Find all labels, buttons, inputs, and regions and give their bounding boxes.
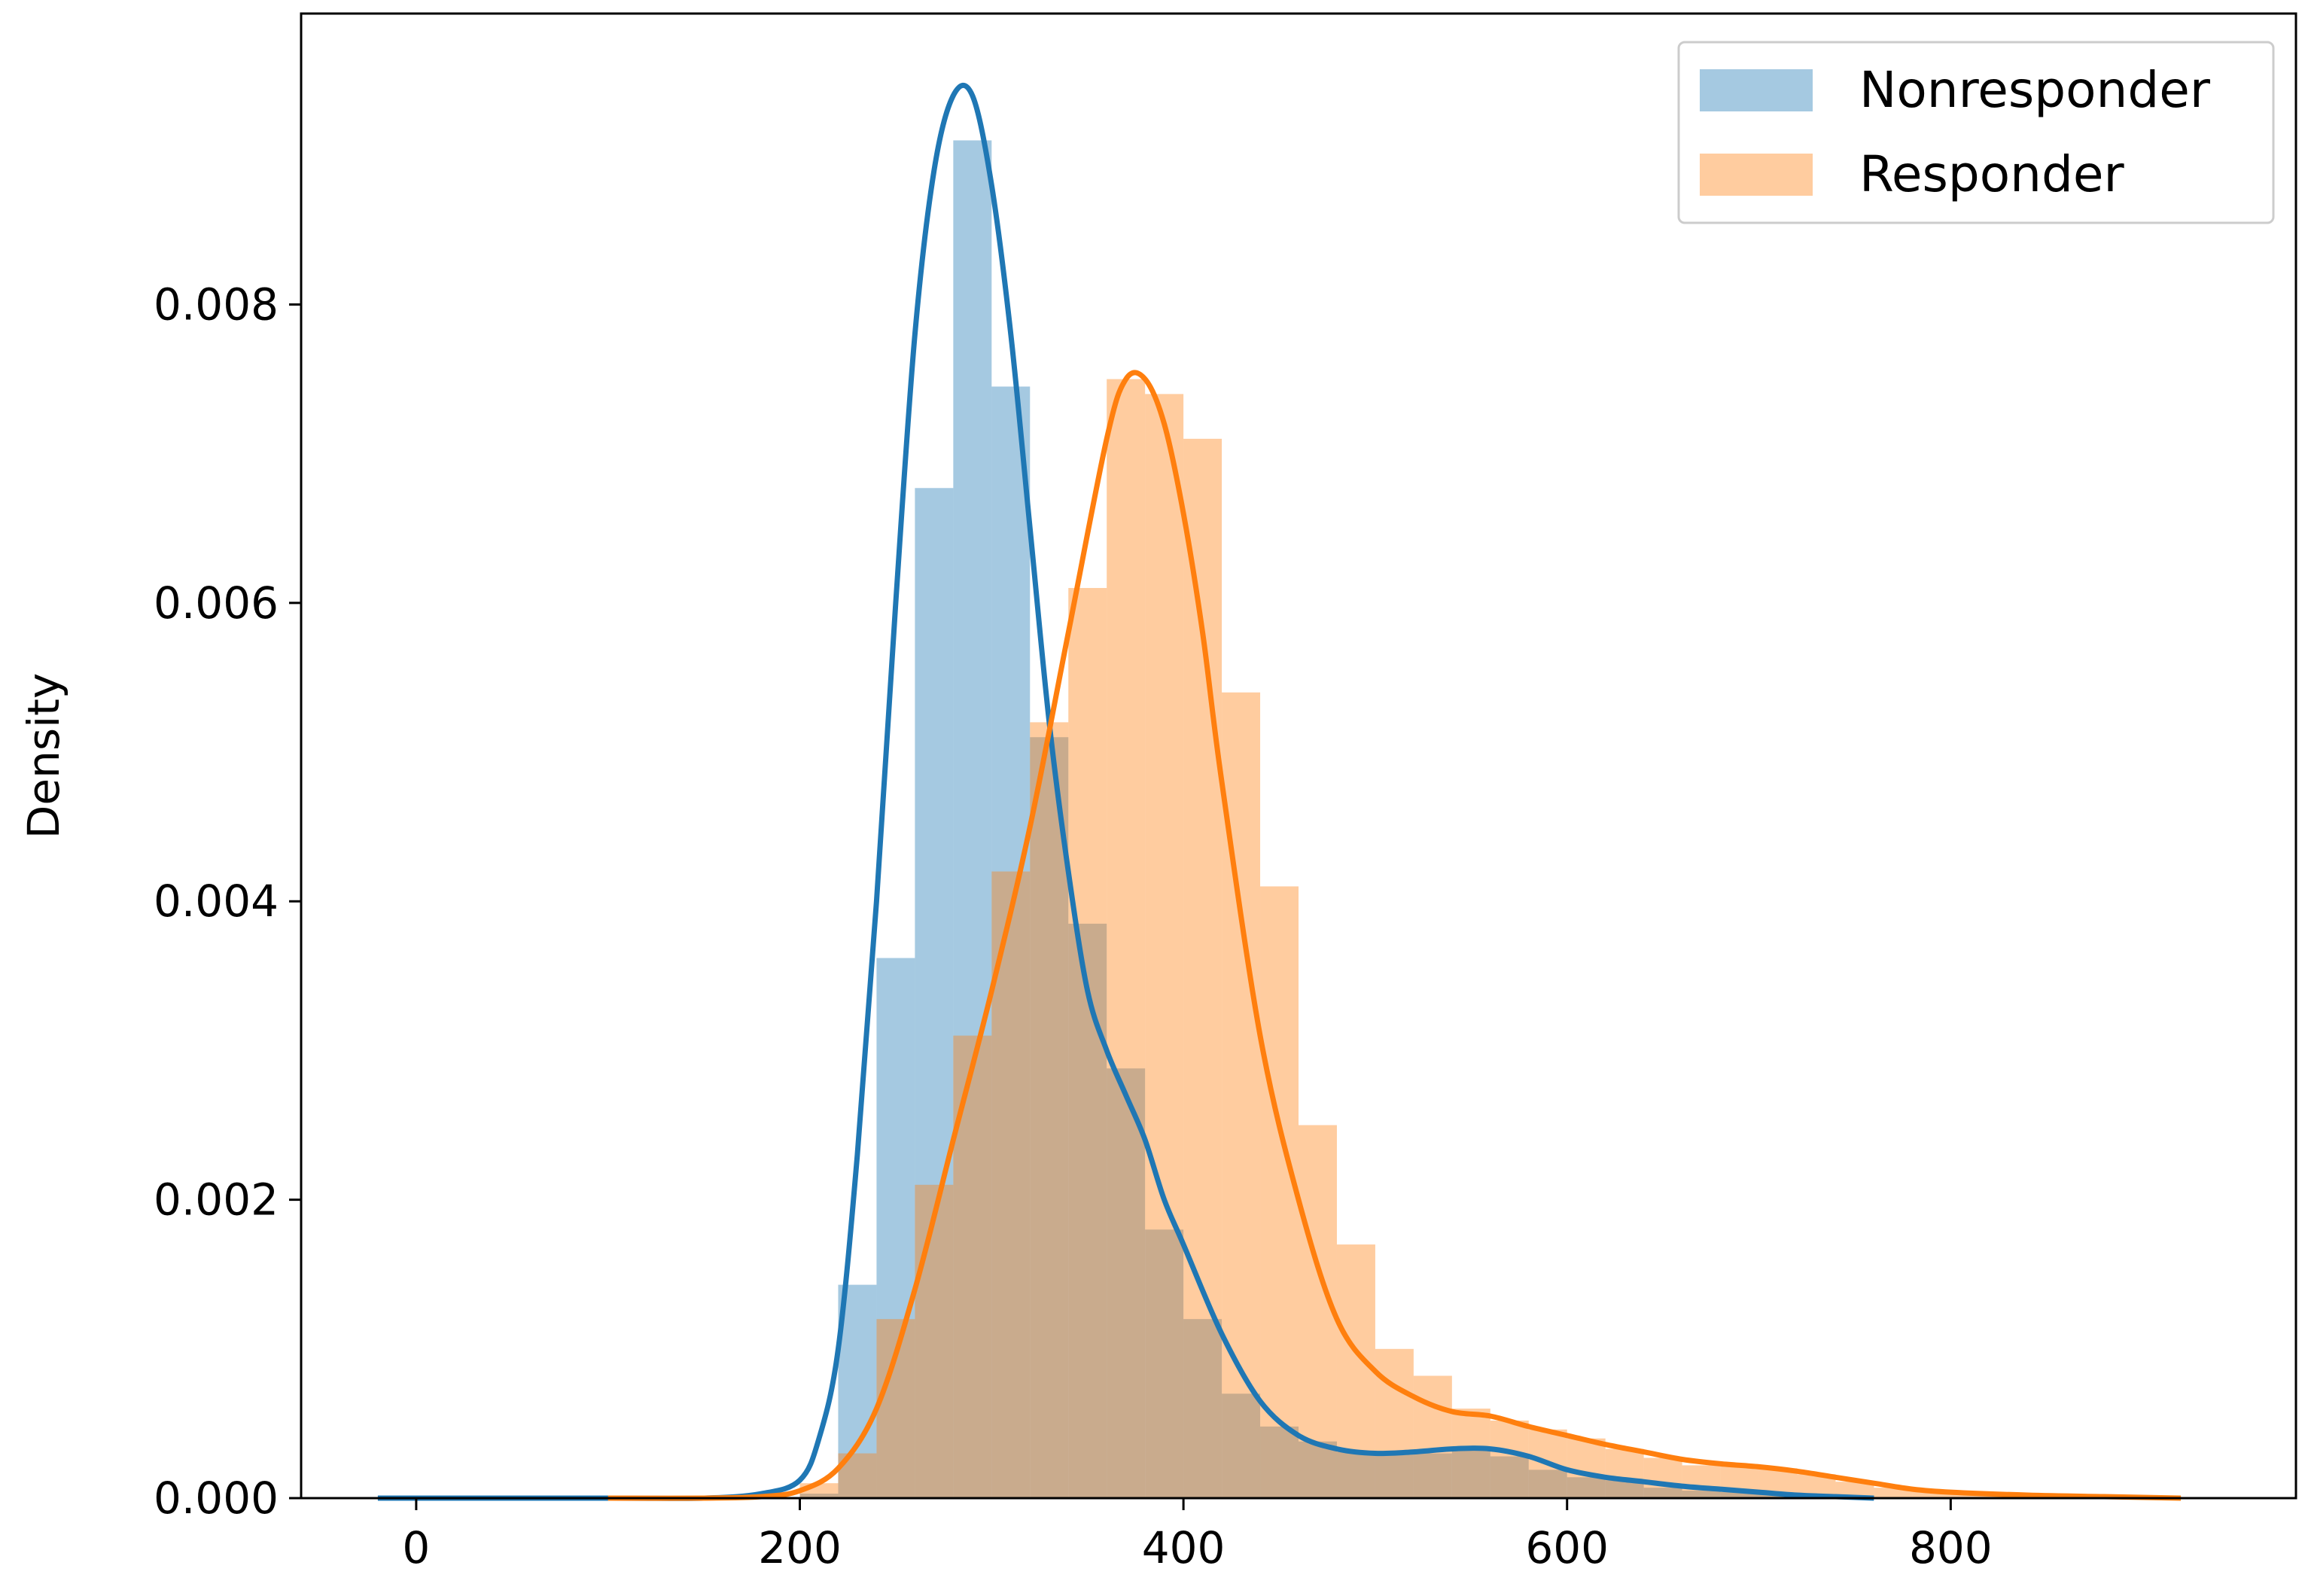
y-tick-label: 0.000 (154, 1473, 279, 1524)
y-axis-label: Density (18, 673, 69, 839)
nonresponder-bar (799, 1494, 839, 1498)
nonresponder-bar (915, 488, 954, 1498)
nonresponder-bar (953, 140, 992, 1499)
x-tick-label: 200 (758, 1522, 842, 1573)
x-tick-label: 400 (1142, 1522, 1226, 1573)
responder-bar (1643, 1457, 1682, 1498)
nonresponder-histogram (799, 140, 1836, 1499)
responder-bar (991, 871, 1031, 1498)
responder-kde-line (607, 370, 2182, 1501)
responder-bar (1068, 588, 1107, 1498)
nonresponder-bar (1413, 1453, 1452, 1498)
x-tick-label: 800 (1909, 1522, 1993, 1573)
nonresponder-bar (1068, 923, 1107, 1498)
responder-bar (1567, 1438, 1606, 1498)
nonresponder-bar (991, 386, 1031, 1498)
axes-frame (300, 12, 2297, 1500)
responder-bar (1030, 722, 1069, 1499)
legend: Nonresponder Responder (1677, 41, 2275, 224)
nonresponder-bar (1720, 1492, 1759, 1498)
legend-label-responder: Responder (1859, 145, 2124, 203)
nonresponder-bar (1528, 1470, 1567, 1498)
nonresponder-bar (1030, 737, 1069, 1498)
nonresponder-bar (1682, 1491, 1721, 1498)
nonresponder-bar (1107, 1068, 1146, 1498)
nonresponder-bar (1375, 1453, 1414, 1498)
x-tick-label: 600 (1525, 1522, 1609, 1573)
nonresponder-bar (1605, 1480, 1644, 1498)
y-tick-label: 0.002 (154, 1174, 279, 1226)
responder-bar (1835, 1482, 1874, 1498)
responder-bar (1912, 1491, 1951, 1498)
nonresponder-bar (1260, 1426, 1299, 1498)
legend-box (1677, 41, 2275, 224)
legend-label-nonresponder: Nonresponder (1859, 61, 2211, 119)
nonresponder-bar (1336, 1451, 1375, 1498)
x-axis-ticks: 0 200 400 600 800 (402, 1498, 1993, 1573)
responder-bar (1682, 1465, 1721, 1498)
responder-bar (1145, 394, 1184, 1498)
responder-bar (1183, 438, 1223, 1498)
nonresponder-bar (1299, 1441, 1337, 1498)
responder-bar (1375, 1348, 1414, 1498)
responder-bar (1451, 1409, 1490, 1498)
nonresponder-bar (1451, 1448, 1490, 1498)
responder-histogram (799, 379, 2143, 1499)
responder-bar (1299, 1125, 1337, 1498)
y-tick-label: 0.006 (154, 577, 279, 629)
legend-swatch-nonresponder (1700, 69, 1813, 111)
nonresponder-bar (1222, 1393, 1261, 1498)
responder-bar (915, 1184, 954, 1498)
nonresponder-bar (1567, 1477, 1606, 1498)
y-axis-ticks: 0.000 0.002 0.004 0.006 0.008 (154, 279, 301, 1524)
responder-bar (1605, 1448, 1644, 1498)
x-tick-label: 0 (402, 1522, 430, 1573)
nonresponder-bar (1183, 1319, 1223, 1498)
nonresponder-bar (876, 958, 915, 1498)
nonresponder-bar (1145, 1229, 1184, 1498)
y-tick-label: 0.004 (154, 876, 279, 927)
y-tick-label: 0.008 (154, 279, 279, 330)
responder-bar (1260, 886, 1299, 1498)
responder-bar (1950, 1494, 1990, 1498)
responder-bar (1336, 1244, 1375, 1498)
nonresponder-bar (1490, 1456, 1529, 1498)
responder-bar (1413, 1375, 1452, 1498)
responder-bar (953, 1035, 992, 1498)
nonresponder-kde-line (377, 82, 1874, 1501)
nonresponder-bar (1643, 1488, 1682, 1498)
responder-bar (1490, 1420, 1529, 1498)
responder-bar (1107, 379, 1146, 1498)
legend-swatch-responder (1700, 154, 1813, 196)
